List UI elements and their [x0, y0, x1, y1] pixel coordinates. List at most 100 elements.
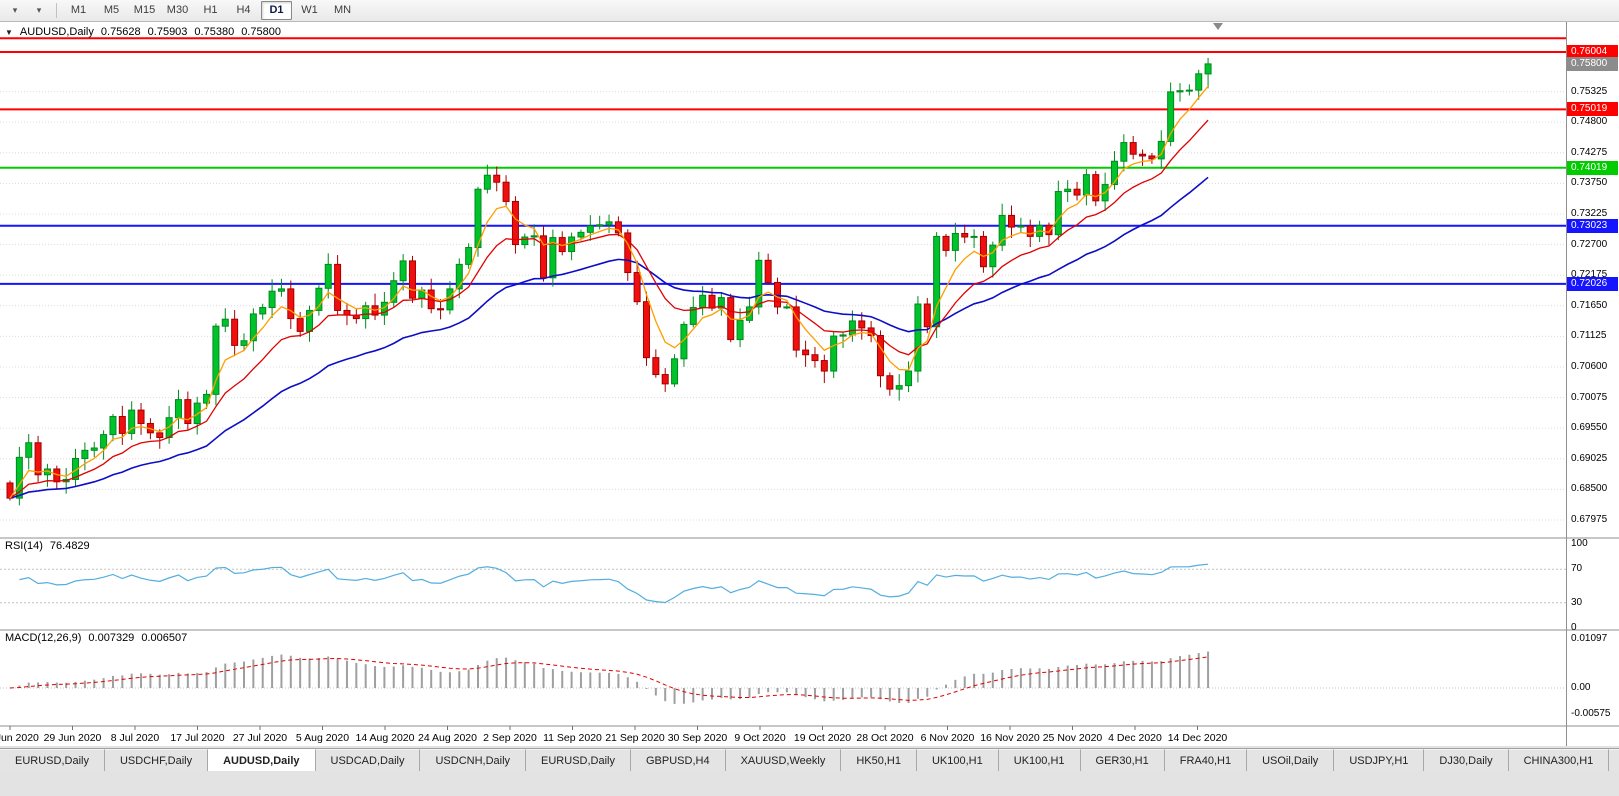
- ohlc-close-value: 0.75800: [241, 26, 281, 38]
- price-axis-label: 0.70600: [1571, 360, 1608, 372]
- timeframe-button-h4[interactable]: H4: [236, 4, 251, 16]
- price-line-badge: 0.74019: [1567, 160, 1618, 175]
- price-axis-label: 0.73750: [1571, 177, 1608, 189]
- price-axis-label: 0.71650: [1571, 299, 1608, 311]
- price-axis-label: 0.68500: [1571, 483, 1608, 495]
- rsi-axis-label: 0: [1571, 622, 1577, 633]
- chart-ohlc-header: ▼ AUDUSD,Daily 0.75628 0.75903 0.75380 0…: [5, 26, 281, 38]
- price-axis-label: 0.75325: [1571, 85, 1608, 97]
- chart-shift-marker[interactable]: [1213, 23, 1223, 30]
- chart-tab-uk100-h1[interactable]: UK100,H1: [998, 749, 1081, 771]
- timeframe-button-h1[interactable]: H1: [203, 4, 218, 16]
- svg-text:8 Jul 2020: 8 Jul 2020: [111, 732, 160, 744]
- svg-text:21 Sep 2020: 21 Sep 2020: [605, 732, 665, 744]
- chart-tab-u[interactable]: U: [1609, 749, 1619, 771]
- svg-text:29 Jun 2020: 29 Jun 2020: [44, 732, 102, 744]
- timeframe-button-w1[interactable]: W1: [301, 4, 318, 16]
- chart-window-dropdown-icon[interactable]: ▾: [12, 5, 18, 15]
- svg-text:14 Dec 2020: 14 Dec 2020: [1168, 732, 1228, 744]
- chart-tab-china300-h1[interactable]: CHINA300,H1: [1508, 749, 1610, 771]
- macd-signal-line: [9, 656, 1209, 701]
- rsi-name: RSI(14): [5, 540, 43, 552]
- price-axis-label: 0.69025: [1571, 452, 1608, 464]
- macd-main-value: 0.007329: [88, 632, 135, 644]
- chart-tab-usdjpy-h1[interactable]: USDJPY,H1: [1334, 749, 1425, 771]
- svg-text:6 Nov 2020: 6 Nov 2020: [921, 732, 975, 744]
- svg-text:25 Nov 2020: 25 Nov 2020: [1043, 732, 1103, 744]
- ohlc-high-value: 0.75903: [147, 26, 188, 38]
- price-axis-label: 0.67975: [1571, 513, 1608, 525]
- svg-text:9 Oct 2020: 9 Oct 2020: [734, 732, 786, 744]
- svg-text:24 Aug 2020: 24 Aug 2020: [418, 732, 477, 744]
- price-axis-label: 0.72175: [1571, 269, 1608, 281]
- toolbar-icon-group: ▾ ▾: [3, 1, 51, 20]
- svg-text:27 Jul 2020: 27 Jul 2020: [233, 732, 287, 744]
- svg-text:30 Sep 2020: 30 Sep 2020: [668, 732, 728, 744]
- current-price-badge: 0.75800: [1567, 56, 1618, 71]
- macd-axis-label: 0.01097: [1571, 632, 1608, 644]
- ma-slow-line: [9, 176, 1209, 499]
- svg-text:2 Sep 2020: 2 Sep 2020: [483, 732, 537, 744]
- price-line-badge: 0.73023: [1567, 218, 1618, 233]
- timeframe-button-m30[interactable]: M30: [166, 4, 189, 16]
- svg-text:4 Dec 2020: 4 Dec 2020: [1108, 732, 1162, 744]
- chart-tab-gbpusd-h4[interactable]: GBPUSD,H4: [631, 749, 726, 771]
- svg-text:28 Oct 2020: 28 Oct 2020: [856, 732, 913, 744]
- chart-tab-eurusd-daily[interactable]: EURUSD,Daily: [526, 749, 631, 771]
- timeframe-button-m1[interactable]: M1: [70, 4, 87, 16]
- timeframe-button-m15[interactable]: M15: [133, 4, 156, 16]
- chart-tab-usdchf-daily[interactable]: USDCHF,Daily: [104, 749, 209, 771]
- svg-text:19 Jun 2020: 19 Jun 2020: [0, 732, 39, 744]
- macd-signal-value: 0.006507: [141, 632, 188, 644]
- price-axis-label: 0.74275: [1571, 146, 1608, 158]
- price-axis-label: 0.74800: [1571, 116, 1608, 128]
- timeframe-toolbar: M1 M5 M15 M30 H1 H4 D1 W1 MN: [62, 1, 359, 20]
- svg-text:14 Aug 2020: 14 Aug 2020: [356, 732, 415, 744]
- timeframes-dropdown-icon[interactable]: ▾: [36, 5, 42, 15]
- ohlc-open-value: 0.75628: [100, 26, 141, 38]
- chart-symbol-period: AUDUSD,Daily: [19, 26, 94, 38]
- macd-name: MACD(12,26,9): [5, 632, 82, 644]
- timeframe-button-mn[interactable]: MN: [333, 4, 352, 16]
- rsi-axis-label: 70: [1571, 563, 1583, 575]
- chart-tab-usdcnh-daily[interactable]: USDCNH,Daily: [420, 749, 527, 771]
- chart-tab-ger30-h1[interactable]: GER30,H1: [1080, 749, 1165, 771]
- price-gridlines: [0, 91, 1566, 521]
- ma-fast-line: [9, 85, 1209, 499]
- macd-axis-label: -0.00575: [1571, 707, 1611, 719]
- timeframe-button-d1[interactable]: D1: [261, 1, 292, 20]
- timeframe-button-m5[interactable]: M5: [103, 4, 120, 16]
- price-axis-label: 0.69550: [1571, 422, 1608, 434]
- price-axis-label: 0.73225: [1571, 207, 1608, 219]
- rsi-axis-label: 30: [1571, 596, 1583, 608]
- chart-tab-bar: EURUSD,Daily USDCHF,Daily AUDUSD,Daily USDC…: [0, 748, 1619, 771]
- svg-text:19 Oct 2020: 19 Oct 2020: [794, 732, 851, 744]
- svg-text:11 Sep 2020: 11 Sep 2020: [543, 732, 602, 744]
- chart-tab-xauusd-weekly[interactable]: XAUUSD,Weekly: [725, 749, 842, 771]
- chart-tab-usoil-daily[interactable]: USOil,Daily: [1247, 749, 1335, 771]
- macd-axis-label: 0.00: [1571, 682, 1591, 693]
- top-toolbar: ▾ ▾ M1 M5 M15 M30 H1 H4 D1 W1 MN: [0, 0, 1619, 22]
- chart-tab-eurusd-daily[interactable]: EURUSD,Daily: [0, 749, 105, 771]
- horizontal-level-lines[interactable]: [0, 37, 1566, 285]
- price-axis[interactable]: 0.75325 0.74800 0.74275 0.73750 0.73225 0.727…: [1566, 22, 1619, 746]
- chart-tab-usdcad-daily[interactable]: USDCAD,Daily: [315, 749, 421, 771]
- toolbar-separator: [56, 3, 57, 18]
- chart-tab-audusd-daily[interactable]: AUDUSD,Daily: [208, 749, 316, 771]
- ma-mid-line: [9, 119, 1209, 499]
- svg-text:5 Aug 2020: 5 Aug 2020: [296, 732, 349, 744]
- rsi-indicator-label: RSI(14) 76.4829: [5, 540, 90, 552]
- price-axis-label: 0.72700: [1571, 238, 1608, 250]
- svg-text:16 Nov 2020: 16 Nov 2020: [980, 732, 1040, 744]
- rsi-current-value: 76.4829: [49, 540, 90, 552]
- price-axis-label: 0.70075: [1571, 391, 1608, 403]
- chart-tab-dj30-daily[interactable]: DJ30,Daily: [1424, 749, 1509, 771]
- chart-tab-hk50-h1[interactable]: HK50,H1: [841, 749, 917, 771]
- rsi-axis-label: 100: [1571, 538, 1588, 549]
- chart-tab-uk100-h1[interactable]: UK100,H1: [916, 749, 999, 771]
- time-axis[interactable]: 19 Jun 2020 29 Jun 2020 8 Jul 2020 17 Jul 2…: [0, 726, 1227, 744]
- chart-tab-fra40-h1[interactable]: FRA40,H1: [1164, 749, 1248, 771]
- price-line-badge: 0.72026: [1567, 276, 1618, 291]
- chart-menu-icon[interactable]: ▼: [5, 27, 13, 37]
